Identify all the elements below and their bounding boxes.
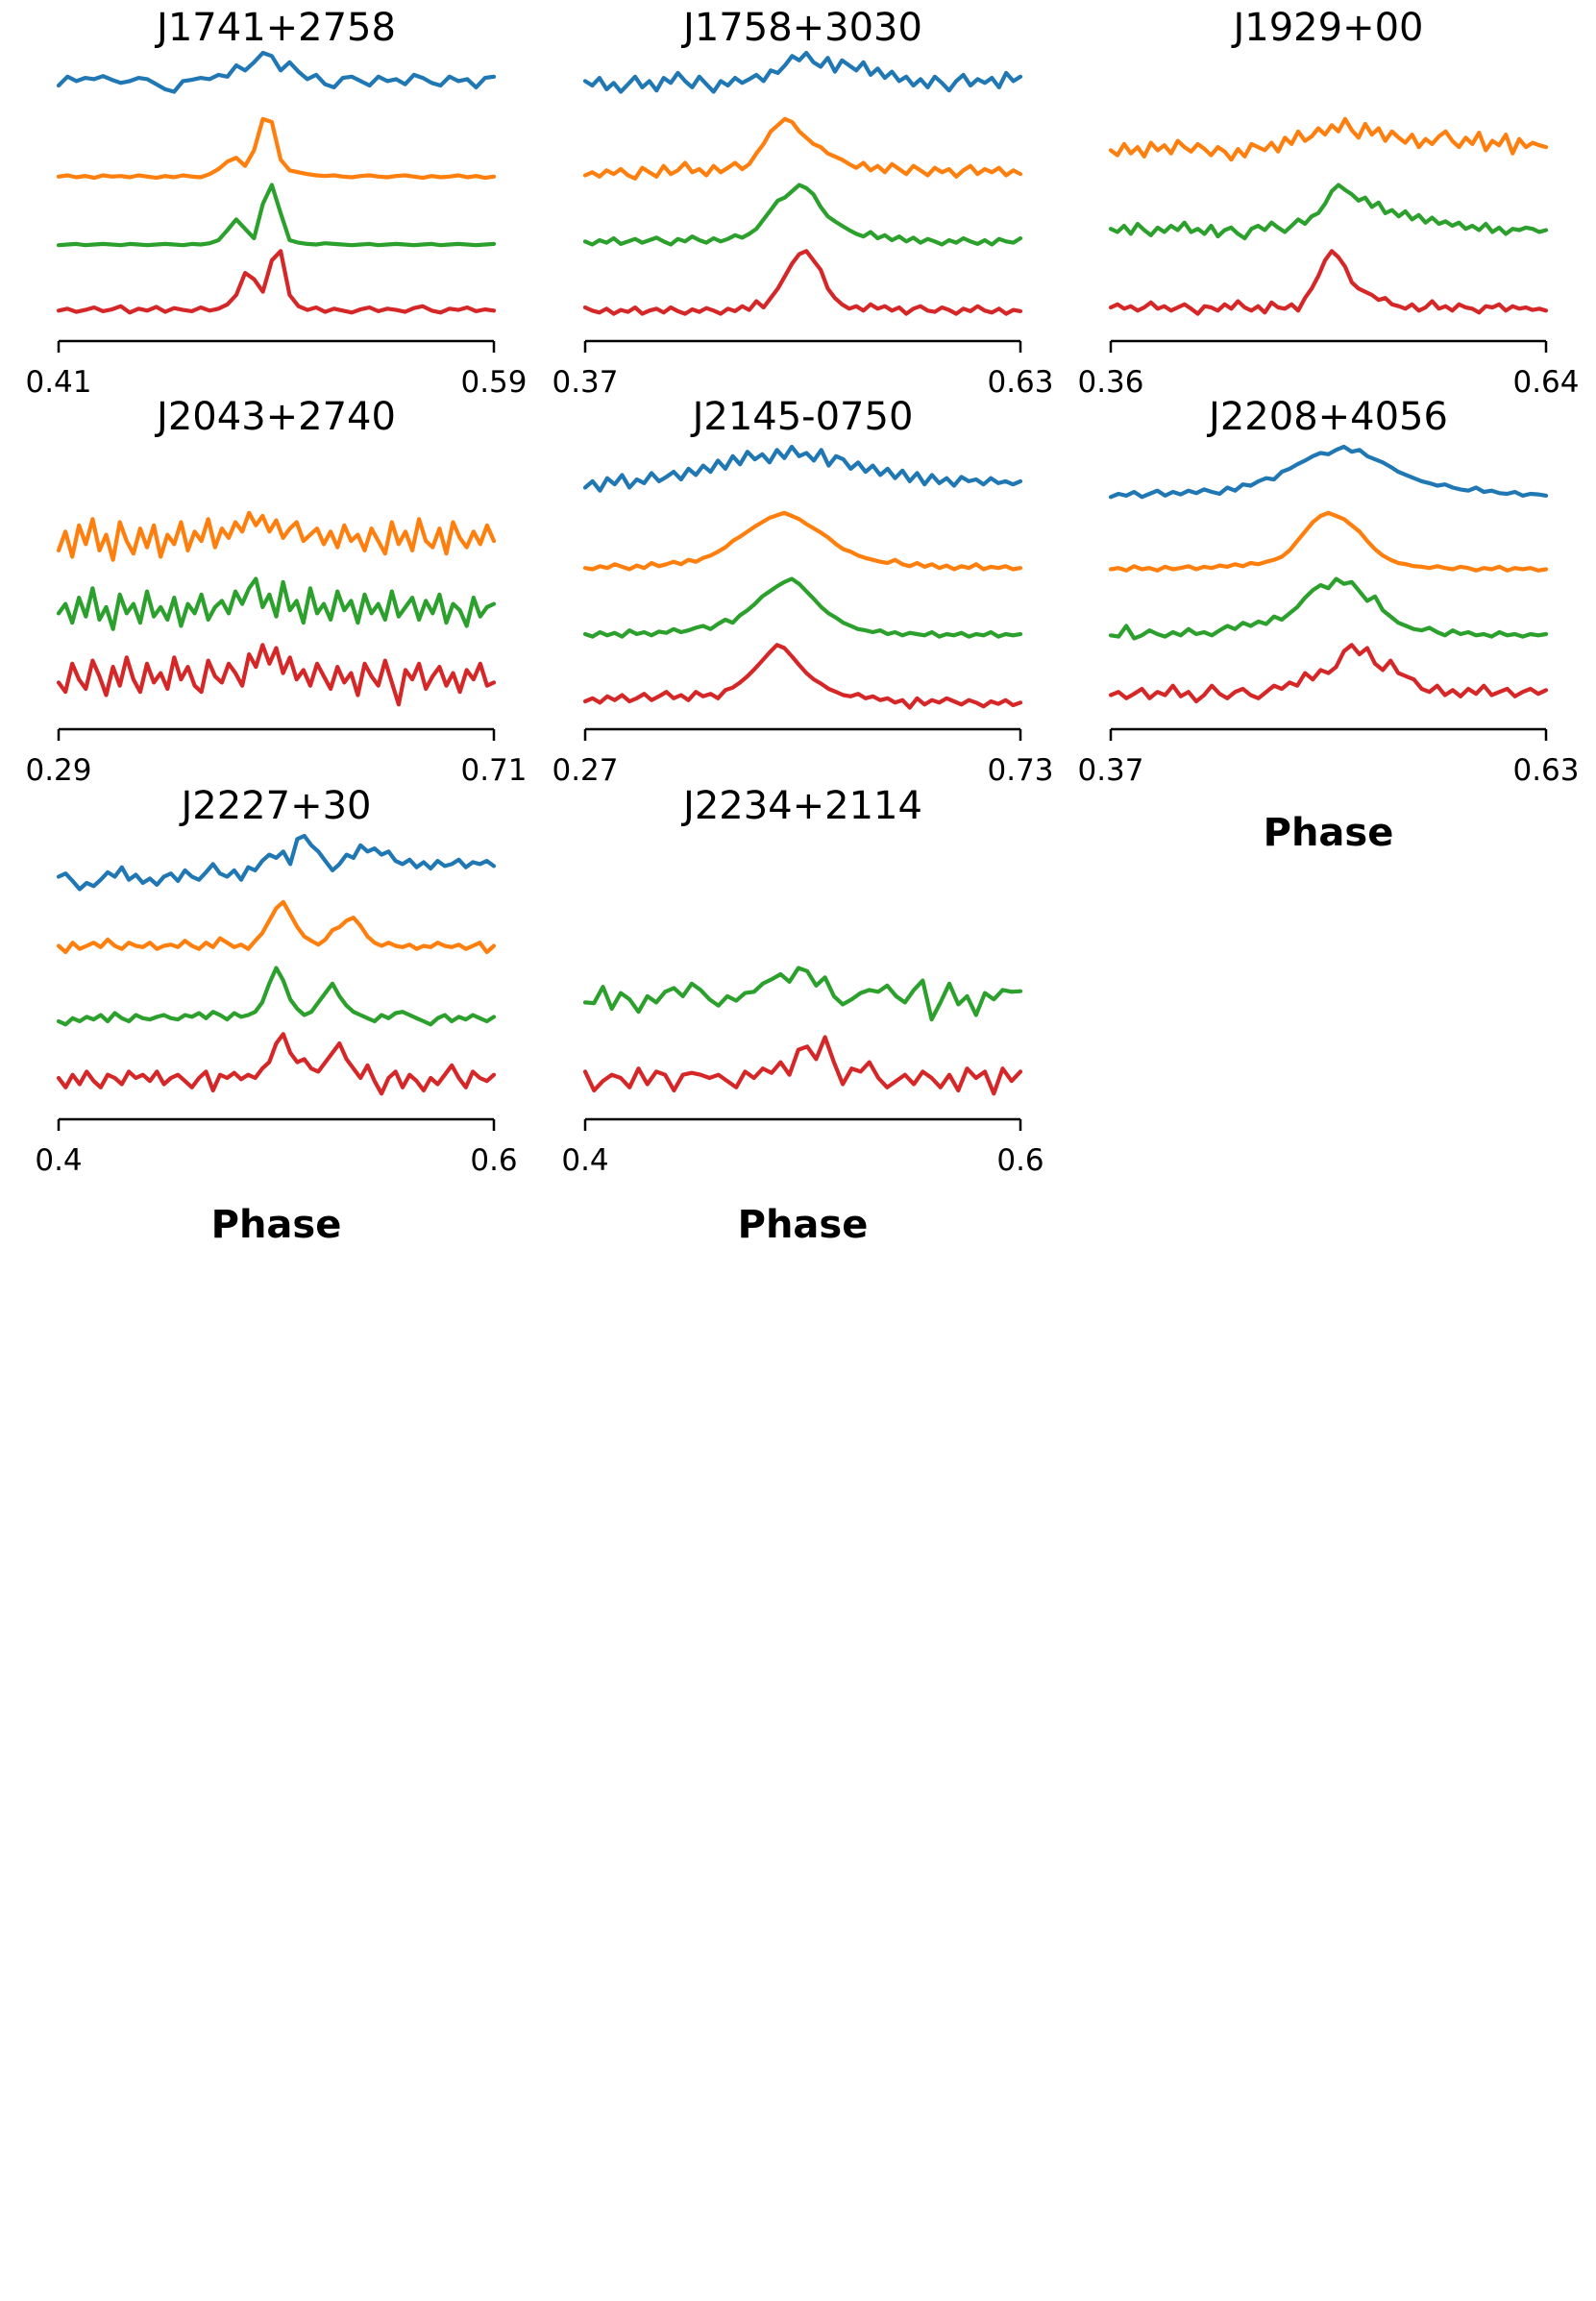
panel-title: J2227+30 xyxy=(178,784,371,828)
panel-title: J2043+2740 xyxy=(154,395,396,439)
trace-band3 xyxy=(56,966,497,1027)
trace-band1 xyxy=(56,50,497,94)
x-tick-label: 0.37 xyxy=(1077,753,1143,788)
x-tick-label: 0.29 xyxy=(25,753,91,788)
trace-band1 xyxy=(582,50,1023,94)
panel-title: J2145-0750 xyxy=(690,395,914,439)
panel-j2145-0750: J2145-0750 0.27 0.73 xyxy=(552,395,1053,788)
panel-title: J1741+2758 xyxy=(154,6,396,50)
trace-band3 xyxy=(582,576,1023,639)
trace-band1 xyxy=(56,833,497,892)
x-tick-label: 0.63 xyxy=(1512,753,1579,788)
trace-band2 xyxy=(1108,510,1549,573)
panel-j2234-2114: J2234+2114 0.4 0.6 Phase xyxy=(561,784,1044,1247)
x-tick-label: 0.27 xyxy=(552,753,618,788)
panel-title: J1758+3030 xyxy=(680,6,922,50)
trace-band1 xyxy=(582,444,1023,493)
x-tick-label: 0.59 xyxy=(460,365,527,400)
panel-title: J1929+00 xyxy=(1230,6,1423,50)
trace-band4 xyxy=(1108,249,1549,316)
x-tick-label: 0.4 xyxy=(561,1143,608,1178)
trace-band4 xyxy=(1108,643,1549,704)
panel-j1929-00: J1929+00 0.36 0.64 xyxy=(1077,6,1579,400)
trace-band2 xyxy=(56,116,497,181)
trace-band2 xyxy=(56,510,497,562)
panel-j2208-4056: J2208+4056 0.37 0.63 xyxy=(1077,395,1579,788)
x-tick-label: 0.64 xyxy=(1512,365,1579,400)
trace-band3 xyxy=(56,576,497,631)
x-axis-label: Phase xyxy=(211,1203,342,1247)
x-tick-label: 0.41 xyxy=(25,365,91,400)
trace-band4 xyxy=(56,1032,497,1096)
panel-title: J2234+2114 xyxy=(680,784,922,828)
trace-band4 xyxy=(56,643,497,707)
x-axis-label: Phase xyxy=(738,1203,869,1247)
x-tick-label: 0.4 xyxy=(35,1143,82,1178)
trace-band2 xyxy=(56,899,497,955)
trace-band2 xyxy=(582,116,1023,181)
panel-j1758-3030: J1758+3030 0.37 0.63 xyxy=(552,6,1053,400)
trace-band4 xyxy=(582,643,1023,710)
trace-band4 xyxy=(56,249,497,315)
x-tick-label: 0.6 xyxy=(996,1143,1044,1178)
trace-band1 xyxy=(1108,444,1549,500)
trace-band2 xyxy=(1108,116,1549,162)
trace-band4 xyxy=(582,249,1023,316)
x-tick-label: 0.71 xyxy=(460,753,527,788)
x-axis-label: Phase xyxy=(1264,811,1394,855)
x-tick-label: 0.36 xyxy=(1077,365,1143,400)
panel-j2043-2740: J2043+2740 0.29 0.71 xyxy=(25,395,527,788)
panel-j2227-30: J2227+30 0.4 0.6 Phase xyxy=(35,784,517,1247)
trace-band4 xyxy=(582,1035,1023,1096)
panel-title: J2208+4056 xyxy=(1206,395,1448,439)
x-tick-label: 0.73 xyxy=(987,753,1053,788)
x-tick-label: 0.6 xyxy=(470,1143,517,1178)
panel-j1741-2758: J1741+2758 0.41 0.59 xyxy=(25,6,527,400)
trace-band3 xyxy=(56,183,497,248)
trace-band3 xyxy=(1108,576,1549,641)
x-tick-label: 0.37 xyxy=(552,365,618,400)
trace-band3 xyxy=(582,966,1023,1022)
trace-band3 xyxy=(582,183,1023,247)
trace-band2 xyxy=(582,510,1023,572)
trace-band3 xyxy=(1108,183,1549,241)
x-tick-label: 0.63 xyxy=(987,365,1053,400)
